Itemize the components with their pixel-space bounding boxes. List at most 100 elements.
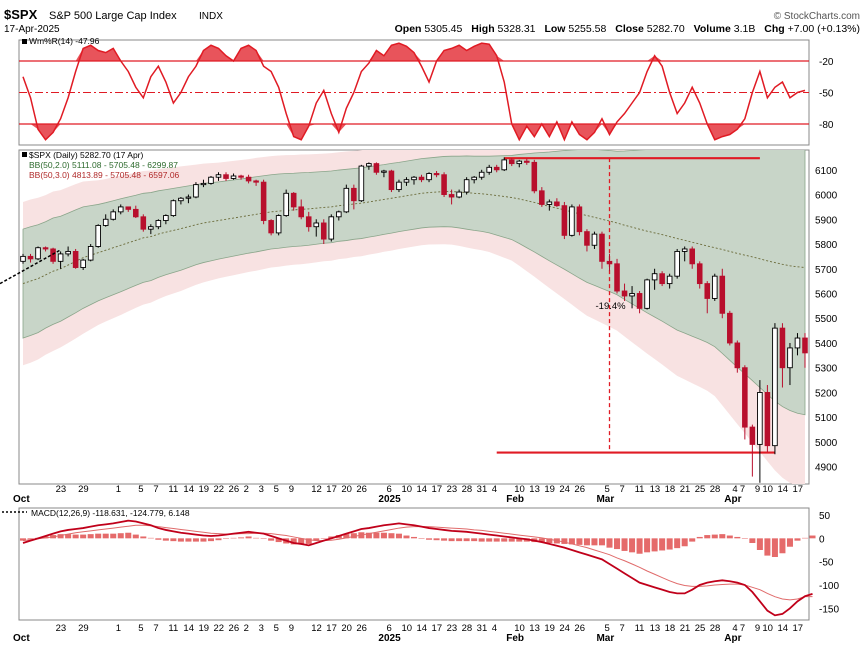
macd-tick-label: 0 (819, 534, 825, 545)
candle-up (486, 166, 492, 173)
candle-down (659, 273, 665, 285)
candle-up (313, 222, 320, 228)
macd-histogram-bar (200, 538, 207, 542)
candle-up (65, 250, 71, 255)
candle-up (193, 184, 199, 198)
candle-up (87, 246, 94, 261)
macd-histogram-bar (162, 538, 169, 541)
macd-histogram-bar (591, 538, 598, 546)
candle-up (644, 279, 650, 309)
x-tick-label: 14 (777, 623, 788, 634)
candle-up (456, 191, 462, 198)
macd-histogram-bar (756, 538, 763, 550)
x-tick-label: 14 (183, 623, 194, 634)
macd-histogram-bar (583, 538, 590, 546)
candle-down (696, 263, 703, 285)
candle-down (802, 337, 808, 354)
macd-histogram-bar (395, 533, 402, 539)
x-tick-label: 10 (401, 623, 412, 634)
price-panel: -19.4% 6100 6000 5900 5800 5700 5600 5500 5400 53… (0, 149, 838, 485)
x-tick-label: 26 (229, 623, 240, 634)
x-tick-label: 6 (386, 623, 391, 634)
price-tick-label: 5200 (815, 388, 838, 399)
ohlc-summary: Open 5305.45 High 5328.31 Low 5255.58 Cl… (395, 23, 860, 35)
chg-value: +7.00 (+0.13%) (788, 23, 860, 35)
candle-up (403, 179, 410, 183)
macd-histogram-bar (614, 538, 621, 550)
candle-down (539, 190, 545, 205)
macd-histogram-bar (764, 538, 771, 556)
macd-histogram-bar (801, 537, 809, 539)
x-tick-label: 11 (168, 484, 178, 495)
x-tick-label: 7 (620, 623, 625, 634)
macd-histogram-bar (501, 538, 508, 542)
macd-histogram-bar (140, 536, 147, 539)
open-value: 5305.45 (424, 23, 462, 35)
x-tick-label: 28 (710, 623, 721, 634)
x-tick-label: 26 (356, 484, 367, 495)
x-tick-label: 1 (116, 484, 121, 495)
macd-histogram-bar (410, 536, 418, 539)
macd-tick-label: 50 (819, 511, 831, 522)
x-tick-label: 24 (559, 623, 570, 634)
x-tick-label: 17 (792, 623, 803, 634)
macd-histogram-bar (719, 534, 726, 539)
candle-up (117, 206, 124, 213)
macd-histogram-bar (674, 538, 681, 549)
candle-up (148, 226, 154, 230)
candle-down (245, 176, 252, 182)
candle-down (290, 192, 297, 208)
macd-histogram-bar (343, 534, 350, 539)
macd-histogram-bar (516, 538, 523, 542)
x-tick-label: 5 (605, 623, 610, 634)
macd-histogram-bar (102, 533, 109, 539)
macd-histogram-bar (471, 538, 478, 542)
macd-histogram-bar (305, 538, 312, 544)
x-tick-label: 10 (514, 623, 525, 634)
macd-histogram-bar (117, 533, 124, 539)
candle-down (493, 166, 500, 171)
x-tick-label: 9 (755, 623, 760, 634)
candle-up (20, 255, 26, 262)
candle-down (742, 367, 748, 428)
x-tick-label: 17 (326, 484, 337, 495)
x-tick-label: 4 (492, 623, 497, 634)
price-plot-area: -19.4% (20, 150, 808, 484)
macd-line (22, 519, 813, 617)
macd-histogram-bar (749, 538, 756, 543)
index-name: S&P 500 Large Cap Index (49, 10, 177, 22)
chart-header: $SPX S&P 500 Large Cap Index INDX 17-Apr… (4, 7, 860, 35)
x-tick-label: 14 (183, 484, 194, 495)
macd-histogram-bar (568, 538, 575, 545)
x-tick-label: Mar (596, 494, 614, 505)
x-tick-label: 5 (274, 484, 279, 495)
low-label: Low (544, 23, 566, 35)
candle-down (305, 216, 312, 228)
x-tick-label: 14 (417, 484, 428, 495)
x-tick-label: 5 (138, 623, 143, 634)
macd-histogram-bar (456, 538, 463, 542)
candle-down (734, 342, 741, 369)
x-tick-label: 19 (198, 484, 209, 495)
candle-up (57, 253, 64, 262)
candle-down (50, 248, 56, 262)
x-tick-label: 26 (574, 623, 585, 634)
candle-up (200, 182, 207, 186)
macd-histogram-bar (644, 538, 651, 553)
x-tick-label: 23 (56, 484, 67, 495)
macd-histogram-bar (72, 534, 79, 539)
candle-up (170, 200, 177, 217)
macd-histogram-bar (741, 538, 748, 539)
x-month-label: Oct (13, 494, 30, 505)
x-tick-label: 4 (492, 484, 497, 495)
macd-histogram-bar (238, 537, 245, 539)
wr-tick-label: -20 (819, 57, 834, 68)
price-tick-label: 5000 (815, 438, 838, 449)
macd-histogram-bar (95, 533, 102, 539)
candle-up (336, 211, 342, 218)
candle-down (554, 201, 560, 207)
x-tick-label: 4 (732, 623, 737, 634)
wr-line (22, 42, 806, 142)
x-tick-label: 4 (732, 484, 737, 495)
candle-down (441, 174, 447, 195)
